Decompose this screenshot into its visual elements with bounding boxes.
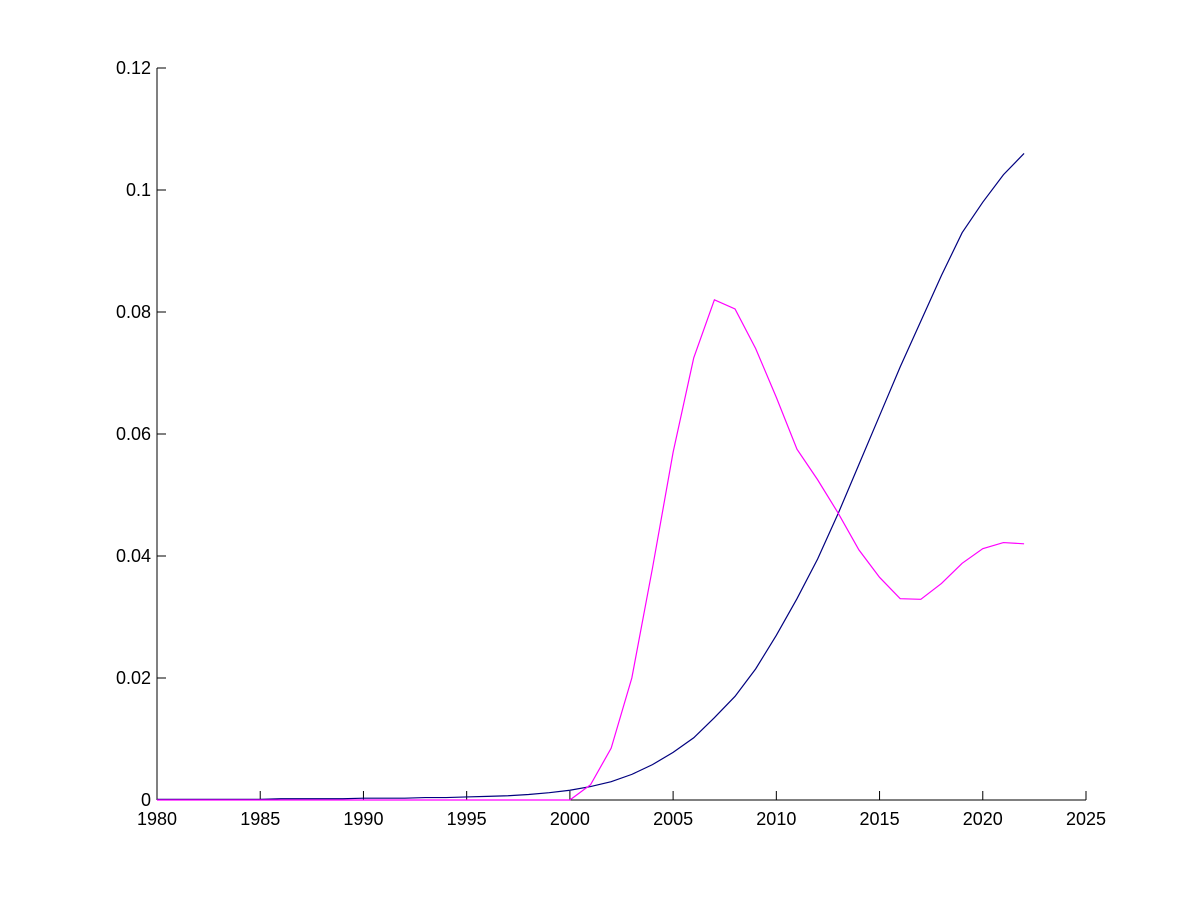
x-tick-label: 1995 — [447, 809, 487, 829]
x-tick-label: 2020 — [963, 809, 1003, 829]
y-tick-label: 0.02 — [116, 668, 151, 688]
x-tick-label: 2010 — [756, 809, 796, 829]
x-tick-label: 2015 — [860, 809, 900, 829]
y-tick-label: 0.1 — [126, 180, 151, 200]
y-tick-label: 0.12 — [116, 58, 151, 78]
x-tick-label: 1980 — [137, 809, 177, 829]
y-tick-label: 0.06 — [116, 424, 151, 444]
x-tick-label: 2000 — [550, 809, 590, 829]
x-tick-label: 1990 — [343, 809, 383, 829]
x-tick-label: 1985 — [240, 809, 280, 829]
x-tick-label: 2005 — [653, 809, 693, 829]
series-line — [157, 298, 1025, 801]
series-line — [157, 152, 1025, 800]
y-tick-label: 0.08 — [116, 302, 151, 322]
y-tick-label: 0.04 — [116, 546, 151, 566]
x-tick-label: 2025 — [1066, 809, 1106, 829]
y-tick-label: 0 — [141, 790, 151, 810]
